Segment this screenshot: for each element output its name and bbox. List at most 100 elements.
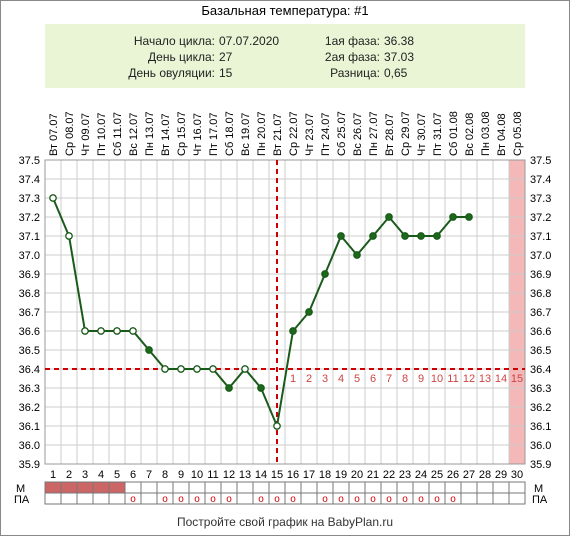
day-number: 24 (415, 469, 427, 481)
luteal-day-label: 11 (447, 373, 458, 385)
cycle-info-panel: Начало цикла: 07.07.2020 День цикла: 27 … (45, 24, 525, 88)
temperature-point (161, 365, 169, 373)
day-number: 14 (255, 469, 267, 481)
day-number: 23 (399, 469, 411, 481)
y-tick-label-left: 37.3 (19, 193, 40, 205)
day-number: 4 (98, 469, 104, 481)
menstruation-cell (60, 481, 78, 494)
day-number: 21 (367, 469, 379, 481)
menstruation-cell (300, 481, 318, 494)
y-tick-label-left: 36.1 (19, 421, 40, 433)
intercourse-marker: o (354, 494, 360, 505)
intercourse-cell (508, 492, 526, 505)
phase1-value: 36.38 (384, 34, 415, 48)
y-tick-label-right: 36.8 (530, 288, 551, 300)
date-label: Ср 05.08 (512, 111, 524, 156)
menstruation-cell (268, 481, 286, 494)
temperature-point (353, 251, 361, 259)
intercourse-marker: o (194, 494, 200, 505)
intercourse-marker: o (258, 494, 264, 505)
temperature-point (465, 213, 473, 221)
day-number: 28 (479, 469, 491, 481)
date-label: Вс 19.07 (240, 113, 252, 156)
menstruation-cell (460, 481, 478, 494)
menstruation-cell (444, 481, 462, 494)
date-label: Ср 08.07 (64, 111, 76, 156)
luteal-day-label: 2 (306, 373, 312, 385)
ovulation-day-value: 15 (219, 66, 233, 80)
date-label: Ср 22.07 (288, 111, 300, 156)
y-tick-label-right: 37.5 (530, 155, 551, 167)
date-label: Пн 13.07 (144, 111, 156, 156)
temperature-point (129, 327, 137, 335)
date-label: Пн 03.08 (480, 111, 492, 156)
y-tick-label-right: 36.4 (530, 364, 551, 376)
intercourse-marker: o (370, 494, 376, 505)
row-label-pa: ПА (14, 494, 30, 506)
date-label: Чт 16.07 (192, 113, 204, 156)
temperature-point (369, 232, 377, 240)
y-tick-label-right: 36.6 (530, 326, 551, 338)
menstruation-cell (508, 481, 526, 494)
date-label: Вс 26.07 (352, 113, 364, 156)
intercourse-marker: o (450, 494, 456, 505)
intercourse-cell (60, 492, 78, 505)
date-label: Сб 18.07 (224, 111, 236, 156)
cycle-start-label: Начало цикла: (133, 34, 215, 48)
y-tick-label-right: 36.7 (530, 307, 551, 319)
y-tick-label-left: 36.9 (19, 269, 40, 281)
y-tick-label-right: 36.1 (530, 421, 551, 433)
date-label: Пн 27.07 (368, 111, 380, 156)
temperature-point (417, 232, 425, 240)
row-label-pa-right: ПА (532, 494, 548, 506)
luteal-day-label: 6 (370, 373, 376, 385)
luteal-day-label: 13 (479, 373, 491, 385)
y-tick-label-right: 37.3 (530, 193, 551, 205)
ovulation-day-label: День овуляции: (128, 66, 215, 80)
luteal-day-label: 5 (354, 373, 360, 385)
day-number: 17 (303, 469, 315, 481)
temperature-point (305, 308, 313, 316)
day-number: 1 (50, 469, 56, 481)
intercourse-cell (300, 492, 318, 505)
y-tick-label-left: 36.6 (19, 326, 40, 338)
date-label: Пт 24.07 (320, 112, 332, 156)
intercourse-marker: o (162, 494, 168, 505)
temperature-point (337, 232, 345, 240)
menstruation-cell (44, 481, 62, 494)
temperature-point (273, 422, 281, 430)
luteal-day-label: 8 (402, 373, 408, 385)
intercourse-cell (236, 492, 254, 505)
bbt-chart: 35.9 35.9 36.0 36.0 36.1 36.1 36.2 36.2 36.3 36.3… (14, 111, 551, 506)
y-tick-label-right: 37.1 (530, 231, 551, 243)
y-tick-label-right: 36.3 (530, 383, 551, 395)
y-tick-label-left: 37.5 (19, 155, 40, 167)
day-number: 22 (383, 469, 395, 481)
day-number: 25 (431, 469, 443, 481)
day-number: 30 (511, 469, 523, 481)
y-tick-label-right: 36.5 (530, 345, 551, 357)
footer-link-text[interactable]: Постройте свой график на BabyPlan.ru (176, 515, 394, 529)
y-tick-label-right: 36.2 (530, 402, 551, 414)
temperature-point (145, 346, 153, 354)
menstruation-cell (476, 481, 494, 494)
date-label: Вт 28.07 (384, 113, 396, 156)
temperature-point (385, 213, 393, 221)
intercourse-marker: o (386, 494, 392, 505)
intercourse-cell (92, 492, 110, 505)
date-label: Пт 31.07 (432, 112, 444, 156)
date-label: Вт 04.08 (496, 113, 508, 156)
day-number: 10 (191, 469, 203, 481)
menstruation-cell (412, 481, 430, 494)
temperature-point (97, 327, 105, 335)
intercourse-cell (108, 492, 126, 505)
intercourse-cell (460, 492, 478, 505)
day-number: 9 (178, 469, 184, 481)
intercourse-marker: o (226, 494, 232, 505)
day-number: 12 (223, 469, 235, 481)
date-label: Чт 30.07 (416, 113, 428, 156)
menstruation-cell (252, 481, 270, 494)
intercourse-cell (492, 492, 510, 505)
temperature-point (193, 365, 201, 373)
intercourse-cell (44, 492, 62, 505)
